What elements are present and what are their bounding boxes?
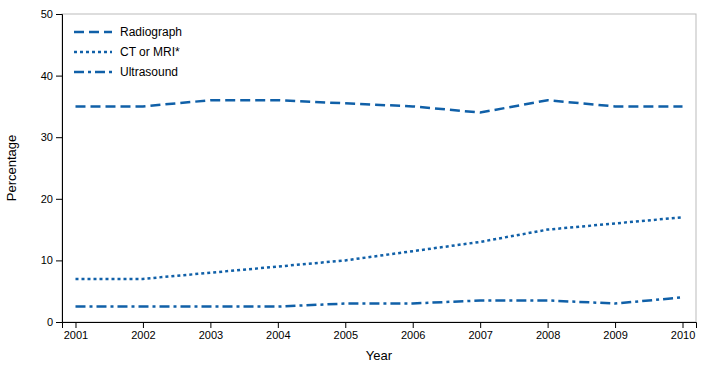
legend-swatch: [74, 31, 112, 34]
x-tick-mark: [683, 322, 684, 328]
series-line: [75, 100, 682, 112]
chart: 2001200220032004200520062007200820092010…: [0, 0, 714, 370]
x-tick-mark: [615, 322, 616, 328]
y-tick-label: 30: [41, 131, 53, 143]
legend-item: Radiograph: [74, 25, 182, 39]
x-tick-label: 2005: [334, 329, 358, 341]
y-tick: 50: [41, 8, 62, 20]
x-tick: 2004: [266, 322, 290, 341]
x-tick: 2007: [468, 322, 492, 341]
y-tick-mark: [56, 76, 62, 77]
x-tick-label: 2010: [671, 329, 695, 341]
y-tick-mark: [56, 260, 62, 261]
x-tick: 2009: [603, 322, 627, 341]
y-axis-title: Percentage: [4, 135, 19, 202]
x-axis-line: [63, 323, 697, 329]
x-tick-label: 2008: [536, 329, 560, 341]
x-axis: 2001 2002 2003 2004 2005 2006 2007 2008 2009 2010: [63, 322, 697, 341]
series-line: [75, 297, 682, 306]
x-tick: 2005: [334, 322, 358, 341]
x-tick-label: 2006: [401, 329, 425, 341]
x-tick-mark: [345, 322, 346, 328]
y-tick: 40: [41, 70, 62, 82]
series-line: [75, 217, 682, 279]
y-axis-line: [56, 15, 63, 323]
legend-item: CT or MRI*: [74, 45, 180, 59]
legend: Radiograph CT or MRI* Ultrasound: [74, 25, 182, 79]
plot: 2001200220032004200520062007200820092010…: [41, 8, 697, 341]
y-tick-mark: [56, 137, 62, 138]
x-tick: 2008: [536, 322, 560, 341]
y-tick-mark: [56, 199, 62, 200]
y-axis: 0 10 20 30 40 50: [41, 8, 63, 328]
legend-label: Radiograph: [120, 25, 182, 39]
x-tick-label: 2003: [199, 329, 223, 341]
x-tick-mark: [75, 322, 76, 328]
y-tick: 20: [41, 193, 62, 205]
y-tick: 10: [41, 254, 62, 266]
x-tick-mark: [413, 322, 414, 328]
x-tick: 2003: [199, 322, 223, 341]
y-tick: 30: [41, 131, 62, 143]
plot-frame: [62, 14, 696, 322]
y-tick-mark: [56, 322, 62, 323]
x-tick: 2006: [401, 322, 425, 341]
x-tick-mark: [278, 322, 279, 328]
x-tick-mark: [480, 322, 481, 328]
x-tick-mark: [210, 322, 211, 328]
y-tick-label: 40: [41, 70, 53, 82]
y-tick-label: 50: [41, 8, 53, 20]
legend-swatch: [74, 51, 112, 54]
x-tick-label: 2004: [266, 329, 290, 341]
y-tick-label: 0: [47, 316, 53, 328]
x-tick-mark: [548, 322, 549, 328]
y-tick-mark: [56, 14, 62, 15]
legend-label: Ultrasound: [120, 65, 178, 79]
x-tick-label: 2002: [131, 329, 155, 341]
legend-swatch: [74, 71, 112, 74]
x-tick: 2010: [671, 322, 695, 341]
x-tick: 2001: [64, 322, 88, 341]
x-tick-label: 2007: [468, 329, 492, 341]
x-axis-title: Year: [366, 348, 393, 363]
legend-item: Ultrasound: [74, 65, 178, 79]
y-tick-label: 20: [41, 193, 53, 205]
x-tick-mark: [143, 322, 144, 328]
y-tick-label: 10: [41, 254, 53, 266]
x-tick: 2002: [131, 322, 155, 341]
x-tick-label: 2009: [603, 329, 627, 341]
lines: [75, 100, 682, 306]
legend-label: CT or MRI*: [120, 45, 180, 59]
x-tick-label: 2001: [64, 329, 88, 341]
y-tick: 0: [47, 316, 62, 328]
